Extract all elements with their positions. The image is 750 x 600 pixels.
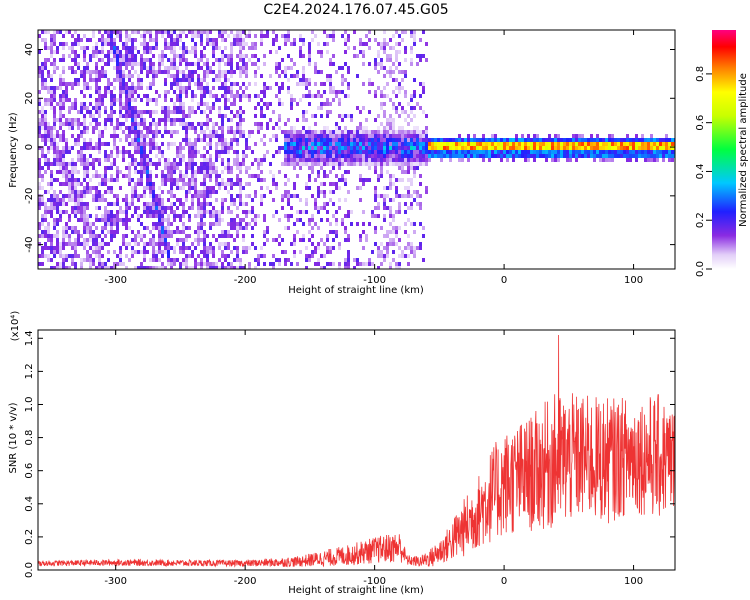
- x-tick-label: -300: [104, 275, 127, 286]
- spectrogram-y-axis-label: Frequency (Hz): [8, 112, 19, 188]
- x-tick-label: -100: [363, 275, 386, 286]
- colorbar-label: Normalized spectral amplitude: [738, 73, 749, 227]
- snr-series-line: [38, 334, 675, 568]
- snr-background: [38, 330, 675, 570]
- spectrogram-frame: [37, 29, 676, 270]
- figure-title: C2E4.2024.176.07.45.G05: [263, 2, 448, 18]
- snr-x-ticks: -300 -200 -100 0 100: [104, 330, 643, 587]
- x-tick-label: -100: [363, 576, 386, 587]
- x-tick-label: 100: [624, 275, 643, 286]
- colorbar-tick-label: 0.6: [695, 115, 706, 131]
- colorbar-tick-label: 0.0: [695, 261, 706, 277]
- colorbar: 0.0 0.2 0.4 0.6 0.8 Normalized spectral ampl…: [695, 30, 749, 277]
- y-tick-label: 40: [24, 43, 35, 56]
- y-tick-label: 0.2: [24, 529, 35, 545]
- x-tick-label: 0: [501, 275, 507, 286]
- spectrogram-y-ticks: -40 -20 0 20 40: [24, 43, 675, 253]
- x-tick-label: -200: [234, 275, 257, 286]
- y-tick-label: -20: [24, 188, 35, 204]
- snr-x-axis-label: Height of straight line (km): [288, 585, 424, 596]
- y-tick-label: 1.4: [24, 330, 35, 346]
- spectrogram-x-ticks: -300 -200 -100 0 100: [104, 30, 643, 286]
- snr-frame: [37, 329, 676, 571]
- spectrogram-x-axis-label: Height of straight line (km): [288, 285, 424, 296]
- snr-y-axis-label: SNR (10 * v/v): [8, 402, 19, 473]
- snr-panel: -300 -200 -100 0 100 0.0 0.2 0.4 0.6 0.8 1.0 1.2 1.…: [8, 311, 676, 596]
- y-tick-label: 1.2: [24, 363, 35, 379]
- y-tick-label: 0.6: [24, 463, 35, 479]
- colorbar-tick-label: 0.8: [695, 66, 706, 82]
- y-tick-label: 0.0: [24, 562, 35, 578]
- snr-y-ticks: 0.0 0.2 0.4 0.6 0.8 1.0 1.2 1.4: [24, 330, 675, 578]
- colorbar-tick-label: 0.2: [695, 212, 706, 228]
- y-tick-label: 0: [24, 144, 35, 150]
- x-tick-label: -300: [104, 576, 127, 587]
- x-tick-label: -200: [234, 576, 257, 587]
- colorbar-tick-label: 0.4: [695, 163, 706, 179]
- colorbar-gradient: [712, 30, 736, 269]
- y-tick-label: 0.8: [24, 430, 35, 446]
- x-tick-label: 0: [501, 576, 507, 587]
- spectrogram-heatmap: [38, 30, 675, 269]
- y-tick-label: -40: [24, 236, 35, 252]
- y-tick-label: 20: [24, 92, 35, 105]
- x-tick-label: 100: [624, 576, 643, 587]
- snr-scale-note: (x10⁴): [10, 311, 21, 342]
- y-tick-label: 1.0: [24, 397, 35, 413]
- y-tick-label: 0.4: [24, 496, 35, 512]
- colorbar-ticks: 0.0 0.2 0.4 0.6 0.8: [695, 66, 712, 277]
